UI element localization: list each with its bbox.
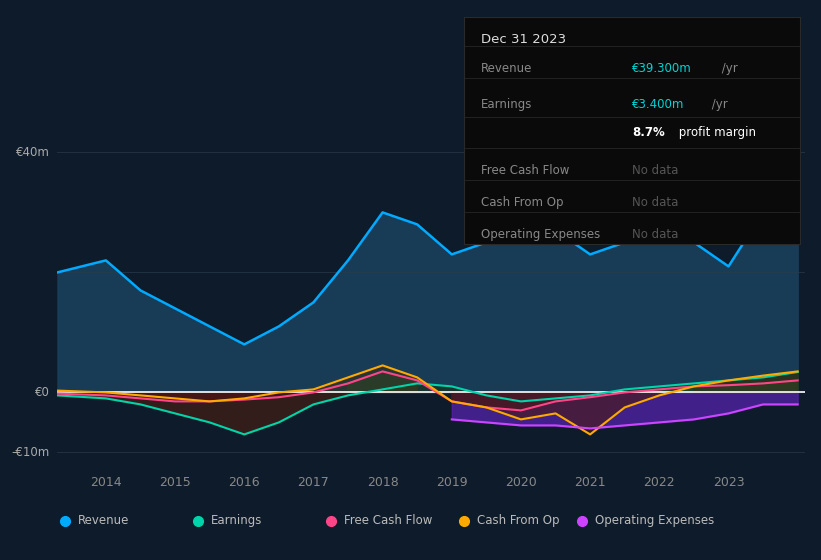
- Text: Free Cash Flow: Free Cash Flow: [481, 164, 569, 177]
- Text: Revenue: Revenue: [78, 514, 130, 528]
- Text: €39.300m: €39.300m: [632, 62, 692, 75]
- Text: /yr: /yr: [708, 99, 727, 111]
- Text: Cash From Op: Cash From Op: [481, 196, 563, 209]
- Text: No data: No data: [632, 164, 678, 177]
- Text: Revenue: Revenue: [481, 62, 532, 75]
- Text: profit margin: profit margin: [675, 125, 756, 139]
- Text: Cash From Op: Cash From Op: [477, 514, 559, 528]
- Text: €0: €0: [35, 386, 50, 399]
- Text: Operating Expenses: Operating Expenses: [481, 228, 600, 241]
- Text: No data: No data: [632, 196, 678, 209]
- Text: Operating Expenses: Operating Expenses: [595, 514, 714, 528]
- Text: Free Cash Flow: Free Cash Flow: [344, 514, 433, 528]
- Text: No data: No data: [632, 228, 678, 241]
- Text: €3.400m: €3.400m: [632, 99, 685, 111]
- Text: /yr: /yr: [718, 62, 738, 75]
- Text: 8.7%: 8.7%: [632, 125, 665, 139]
- Text: Earnings: Earnings: [211, 514, 263, 528]
- Text: €40m: €40m: [16, 146, 50, 159]
- Text: Earnings: Earnings: [481, 99, 532, 111]
- Text: -€10m: -€10m: [11, 446, 50, 459]
- Text: Dec 31 2023: Dec 31 2023: [481, 32, 566, 46]
